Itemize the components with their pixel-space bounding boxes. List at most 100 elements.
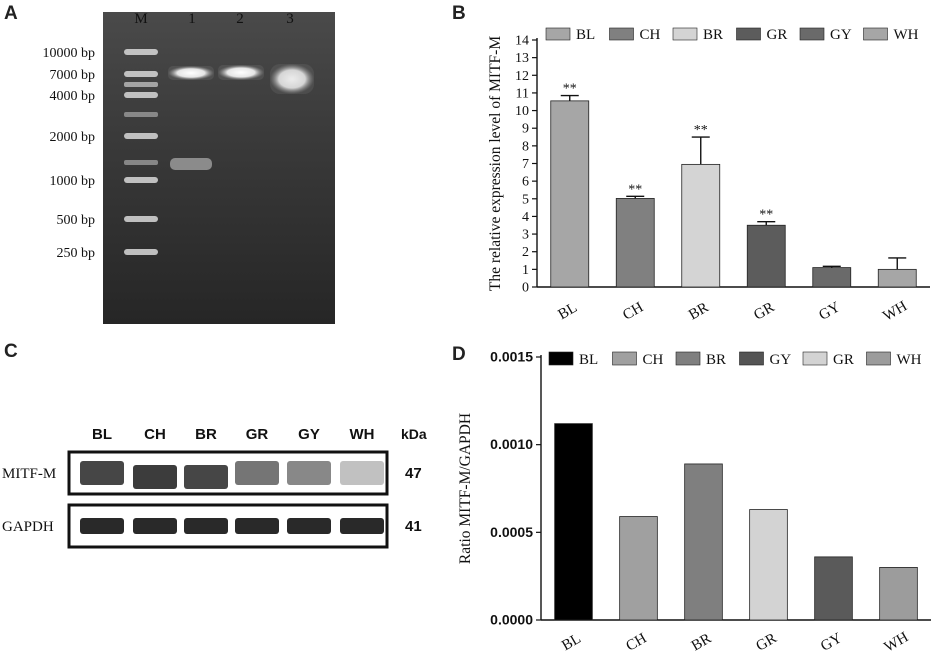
legend-label: GR: [833, 352, 854, 368]
y-tick-label: 0: [522, 281, 529, 296]
legend-swatch: [675, 351, 701, 366]
blot-row-kda: 47: [405, 465, 422, 482]
y-tick-label: 13: [515, 51, 529, 66]
y-tick-label: 0.0015: [490, 349, 533, 365]
y-tick-label: 0.0005: [490, 524, 533, 540]
blot-band: [133, 465, 177, 489]
x-tick-label: GR: [753, 630, 779, 654]
bar-gr: [746, 224, 786, 288]
gel-ladder-band: [124, 133, 158, 139]
gel-ladder-band: [124, 92, 158, 98]
y-tick-label: 1: [522, 263, 529, 278]
bar-gy: [812, 267, 852, 288]
legend-label: CH: [640, 27, 661, 43]
gel-ladder-label: 2000 bp: [50, 130, 96, 145]
gel-ladder-band: [124, 49, 158, 55]
x-tick-label: GR: [751, 299, 777, 323]
bar-wh: [877, 268, 917, 288]
legend-label: WH: [897, 352, 922, 368]
gel-lane-label: 1: [188, 11, 196, 27]
bar-gr: [749, 509, 788, 621]
gel-image: [103, 12, 335, 324]
bar-ch: [615, 198, 655, 288]
legend-swatch: [736, 27, 761, 41]
significance-label: **: [628, 182, 642, 197]
y-tick-label: 4: [522, 210, 529, 225]
blot-column-label: GY: [298, 426, 320, 443]
blot-column-label: WH: [350, 426, 375, 443]
panel-a-label: A: [4, 3, 18, 24]
gel-ladder-band: [124, 112, 158, 117]
gel-lane-label: 2: [236, 11, 244, 27]
gel-ladder-band: [124, 71, 158, 77]
gel-ladder-label: 10000 bp: [43, 46, 96, 61]
gel-ladder-label: 1000 bp: [50, 174, 96, 189]
gel-band-lane2: [218, 65, 264, 80]
blot-column-label: CH: [144, 426, 166, 443]
x-tick-label: WH: [880, 298, 910, 324]
blot-row-kda: 41: [405, 518, 422, 535]
blot-band: [235, 461, 279, 485]
y-tick-label: 12: [515, 69, 529, 84]
significance-label: **: [694, 123, 708, 138]
blot-band: [80, 461, 124, 485]
blot-column-label: BL: [92, 426, 112, 443]
y-tick-label: 8: [522, 139, 529, 154]
panel-d-chart: 0.0000 0.0005 0.0010 0.0015 Ratio MITF-M/GAP…: [457, 349, 931, 655]
legend-swatch: [863, 27, 888, 41]
gel-ladder-band: [124, 160, 158, 165]
gel-ladder-label: 250 bp: [57, 246, 96, 261]
legend-label: BL: [579, 352, 598, 368]
gel-ladder-band: [124, 249, 158, 255]
gel-ladder-band: [124, 216, 158, 222]
bar-ch: [619, 516, 658, 621]
x-tick-label: CH: [623, 630, 649, 654]
blot-band: [184, 518, 228, 534]
gel-band-lane1-upper: [168, 66, 214, 80]
blot-row-label: MITF-M: [2, 466, 56, 482]
x-tick-label: CH: [620, 299, 646, 323]
y-tick-label: 10: [515, 104, 529, 119]
blot-kda-header: kDa: [401, 426, 427, 442]
gel-band-lane1-lower: [170, 158, 212, 170]
legend-swatch: [799, 27, 825, 41]
blot-column-label: GR: [246, 426, 269, 443]
panel-b-label: B: [452, 3, 466, 24]
x-tick-label: BR: [689, 631, 714, 655]
legend-swatch: [548, 351, 574, 366]
blot-band: [133, 518, 177, 534]
legend-swatch: [866, 351, 891, 366]
x-tick-label: GY: [816, 299, 843, 324]
gel-lane-label: M: [134, 11, 147, 27]
x-tick-label: BL: [559, 631, 584, 654]
legend-swatch: [672, 27, 698, 41]
bar-bl: [554, 423, 593, 621]
y-tick-label: 2: [522, 245, 529, 260]
significance-label: **: [563, 82, 577, 97]
gel-ladder-band: [124, 177, 158, 183]
legend-label: GY: [770, 352, 792, 368]
y-tick-label: 14: [515, 34, 529, 49]
y-axis-label: Ratio MITF-M/GAPDH: [457, 413, 474, 564]
bar-br: [681, 163, 721, 288]
legend-swatch: [739, 351, 764, 366]
bar-wh: [879, 567, 918, 621]
panel-a-gel: M 1 2 3 10000 bp 7000 bp 4000 bp 2000 bp 1000 b…: [43, 11, 335, 324]
blot-band: [235, 518, 279, 534]
blot-row-label: GAPDH: [2, 519, 54, 535]
legend-swatch: [609, 27, 634, 41]
bar-bl: [550, 100, 590, 288]
gel-ladder-band: [124, 82, 158, 87]
y-tick-label: 9: [522, 122, 529, 137]
bar-gy: [814, 556, 853, 621]
x-tick-label: GY: [818, 630, 845, 655]
blot-band: [184, 465, 228, 489]
y-tick-label: 0.0010: [490, 436, 533, 452]
legend-swatch: [802, 351, 828, 366]
x-tick-label: BL: [555, 300, 580, 323]
legend-label: BL: [576, 27, 595, 43]
legend-label: WH: [894, 27, 919, 43]
gel-ladder-label: 4000 bp: [50, 89, 96, 104]
